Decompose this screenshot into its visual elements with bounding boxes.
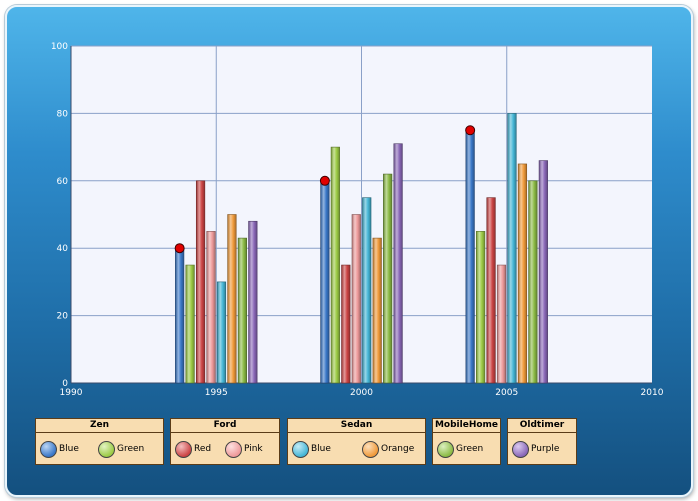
bar-oldtimer-purple-2000	[393, 143, 403, 384]
legend-item: Orange	[362, 440, 415, 458]
legend-label: Red	[194, 444, 212, 454]
legend-item: Red	[175, 440, 221, 458]
y-tick-label: 40	[57, 244, 69, 254]
x-tick-label: 2010	[641, 388, 664, 398]
bar-zen-green-2000	[330, 146, 340, 384]
bar-mobilehome-green-2000	[383, 173, 393, 384]
x-tick-label: 1995	[205, 388, 228, 398]
bar-zen-blue-1995	[175, 247, 185, 384]
y-tick-label: 80	[57, 109, 69, 119]
legend-item: Blue	[40, 440, 94, 458]
bar-sedan-orange-2000	[372, 237, 382, 384]
y-tick-label: 20	[57, 312, 69, 322]
legend-ford: Ford Red Pink	[170, 418, 280, 465]
bar-zen-green-1995	[185, 264, 195, 384]
legend-label: Blue	[311, 444, 331, 454]
y-tick-label: 60	[57, 177, 69, 187]
legend-item: Blue	[292, 440, 358, 458]
bar-oldtimer-purple-2005	[538, 160, 548, 384]
bar-sedan-blue-2000	[362, 197, 372, 384]
legend-swatch	[40, 440, 57, 458]
legend-zen: Zen Blue Green	[35, 418, 164, 465]
y-tick-label: 0	[62, 379, 68, 389]
bar-zen-blue-2000	[320, 180, 330, 384]
legend-label: Orange	[381, 444, 415, 454]
legend-title: Zen	[36, 419, 163, 433]
legend-swatch	[437, 440, 454, 458]
legend-title: Oldtimer	[508, 419, 576, 433]
marker-2005	[465, 125, 476, 136]
legend-swatch	[98, 440, 115, 458]
legend-item: Green	[437, 440, 484, 458]
bar-ford-pink-2000	[351, 214, 361, 384]
legend-mobilehome: MobileHome Green	[432, 418, 501, 465]
legend-item: Purple	[512, 440, 560, 458]
x-tick-label: 2005	[495, 388, 518, 398]
bar-mobilehome-green-2005	[528, 180, 538, 384]
legend-label: Blue	[59, 444, 79, 454]
legend-oldtimer: Oldtimer Purple	[507, 418, 577, 465]
bar-sedan-orange-1995	[227, 214, 237, 384]
bar-zen-blue-2005	[465, 129, 475, 384]
legend-swatch	[362, 440, 379, 458]
bar-ford-pink-2005	[496, 264, 507, 384]
bar-sedan-orange-2005	[517, 163, 528, 384]
y-tick-label: 100	[51, 42, 68, 52]
bar-ford-red-2005	[486, 197, 496, 384]
legend-label: Green	[117, 444, 145, 454]
bar-sedan-blue-1995	[216, 281, 227, 384]
bar-mobilehome-green-1995	[237, 237, 247, 384]
marker-2000	[319, 175, 330, 186]
legend-swatch	[225, 440, 242, 458]
legend-swatch	[175, 440, 192, 458]
bar-ford-red-2000	[341, 264, 351, 384]
bar-ford-pink-1995	[206, 231, 216, 384]
bar-zen-green-2005	[476, 231, 486, 384]
legend-title: MobileHome	[433, 419, 500, 433]
bar-sedan-blue-2005	[507, 113, 517, 384]
legend-title: Ford	[171, 419, 279, 433]
legend-swatch	[292, 440, 309, 458]
legend-item: Pink	[225, 440, 263, 458]
marker-1995	[174, 243, 185, 254]
x-tick-label: 2000	[350, 388, 373, 398]
legend-swatch	[512, 440, 529, 458]
legend-label: Green	[456, 444, 484, 454]
legend-sedan: Sedan Blue Orange	[287, 418, 426, 465]
bar-oldtimer-purple-1995	[248, 220, 258, 384]
legend-item: Green	[98, 440, 145, 458]
x-tick-label: 1990	[60, 388, 83, 398]
legend-title: Sedan	[288, 419, 425, 433]
bar-ford-red-1995	[195, 180, 206, 384]
legend-label: Pink	[244, 444, 263, 454]
legend-label: Purple	[531, 444, 560, 454]
